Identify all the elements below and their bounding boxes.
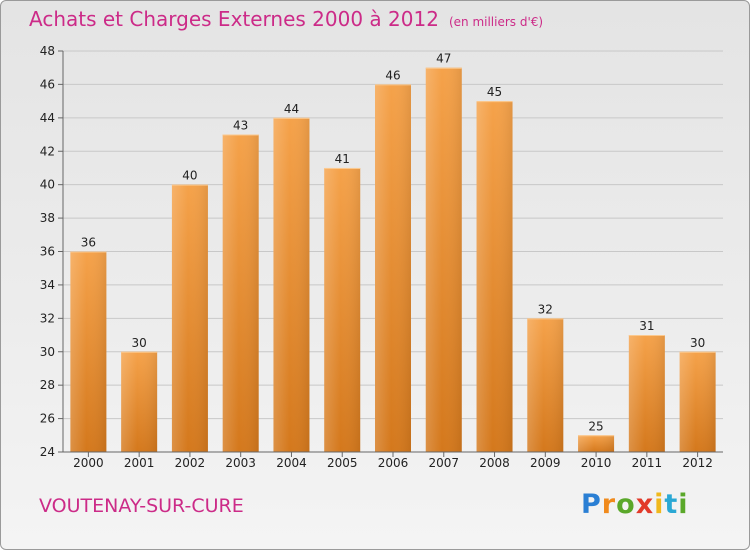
data-label: 45 [487, 85, 502, 99]
chart-title: Achats et Charges Externes 2000 à 2012 (e… [29, 7, 543, 31]
x-tick-label: 2010 [581, 456, 612, 470]
logo-letter: i [654, 489, 665, 520]
data-label: 43 [233, 119, 248, 133]
chart-title-text: Achats et Charges Externes 2000 à 2012 [29, 7, 439, 31]
bar-shade-2006 [375, 84, 411, 453]
data-label: 32 [538, 302, 553, 316]
bar-shade-2010 [578, 435, 615, 452]
data-label: 47 [436, 52, 451, 66]
x-tick-label: 2008 [479, 456, 510, 470]
data-label: 30 [690, 336, 705, 350]
y-tick-label: 26 [40, 412, 55, 426]
y-tick-label: 30 [40, 345, 55, 359]
bar-shade-2003 [222, 134, 259, 452]
y-tick-label: 36 [40, 245, 55, 259]
y-tick-label: 44 [40, 111, 55, 125]
x-tick-label: 2003 [225, 456, 256, 470]
logo-letter: o [616, 489, 636, 520]
proxiti-logo: Proxiti [581, 489, 689, 520]
x-tick-label: 2005 [327, 456, 358, 470]
x-tick-label: 2009 [530, 456, 561, 470]
y-tick-label: 38 [40, 211, 55, 225]
bar-shade-2011 [628, 335, 665, 452]
bar-shade-2009 [527, 318, 564, 452]
bar-shade-2002 [171, 184, 208, 452]
x-tick-label: 2012 [682, 456, 713, 470]
bar-shade-2001 [121, 351, 158, 452]
data-label: 46 [385, 68, 400, 82]
data-label: 44 [284, 102, 299, 116]
chart-unit: (en milliers d'€) [448, 15, 544, 29]
x-tick-label: 2001 [124, 456, 155, 470]
logo-letter: t [664, 489, 679, 520]
y-tick-label: 42 [40, 144, 55, 158]
data-label: 31 [639, 319, 654, 333]
logo-letter: i [678, 489, 689, 520]
data-label: 30 [132, 336, 147, 350]
bar-shade-2008 [476, 101, 513, 452]
x-tick-label: 2000 [73, 456, 104, 470]
data-label: 36 [81, 236, 96, 250]
bar-shade-2007 [425, 67, 462, 452]
x-tick-label: 2006 [378, 456, 409, 470]
y-tick-label: 34 [40, 278, 55, 292]
y-tick-label: 28 [40, 378, 55, 392]
data-label: 41 [335, 152, 350, 166]
bar-shade-2000 [70, 251, 107, 452]
logo-letter: r [601, 489, 617, 520]
bar-layer: 36 30 40 43 44 41 46 47 45 32 25 31 30 [70, 52, 716, 453]
logo-letter: P [581, 489, 602, 520]
x-tick-label: 2004 [276, 456, 307, 470]
y-tick-label: 46 [40, 77, 55, 91]
y-tick-label: 24 [40, 445, 55, 459]
bar-shade-2012 [679, 351, 716, 452]
x-tick-label: 2002 [175, 456, 206, 470]
y-tick-label: 32 [40, 311, 55, 325]
x-tick-label: 2007 [428, 456, 459, 470]
data-label: 40 [182, 169, 197, 183]
axis-layer: 24 26 28 30 32 34 36 38 40 42 44 46 48 2000 2001 2002 20… [40, 44, 723, 470]
city-name: VOUTENAY-SUR-CURE [39, 495, 244, 517]
y-tick-label: 48 [40, 44, 55, 58]
bar-shade-2005 [324, 167, 361, 453]
logo-letter: x [635, 489, 655, 520]
y-tick-label: 40 [40, 178, 55, 192]
x-tick-label: 2011 [632, 456, 663, 470]
data-label: 25 [588, 419, 603, 433]
bar-shade-2004 [273, 117, 310, 452]
